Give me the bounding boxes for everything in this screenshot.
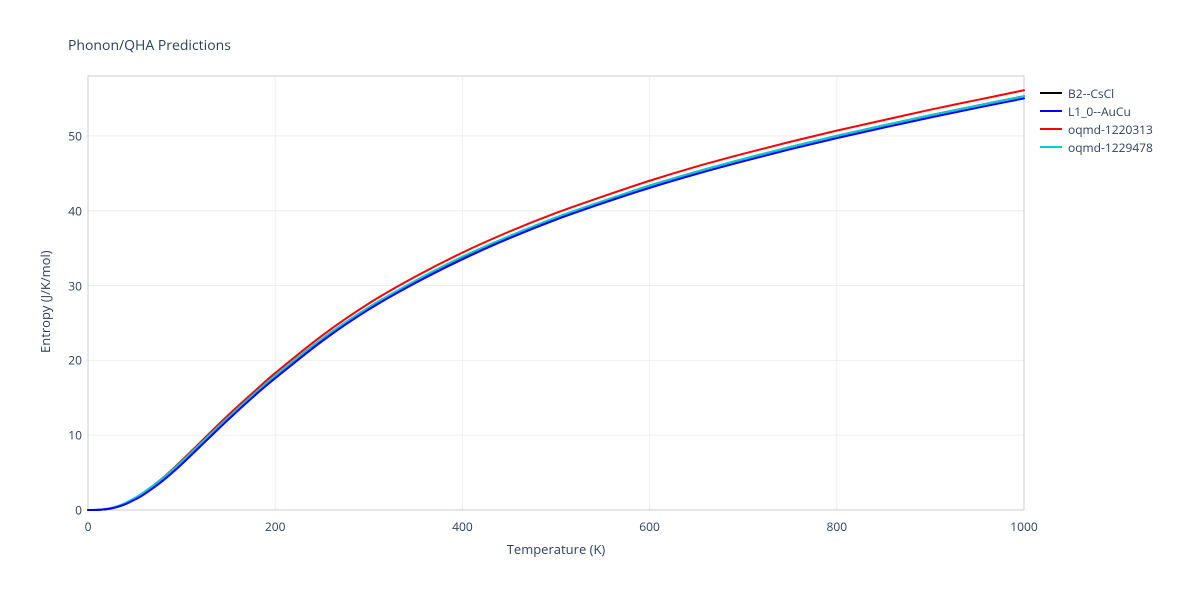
legend-item[interactable]: B2--CsCl: [1040, 84, 1153, 102]
legend-swatch: [1040, 128, 1062, 130]
y-tick-label: 50: [58, 127, 82, 144]
y-tick-label: 20: [58, 352, 82, 369]
legend-label: B2--CsCl: [1068, 85, 1114, 102]
x-tick-label: 400: [452, 518, 473, 535]
y-tick-label: 0: [58, 502, 82, 519]
legend-label: L1_0--AuCu: [1068, 103, 1131, 120]
y-tick-label: 30: [58, 277, 82, 294]
y-tick-label: 40: [58, 202, 82, 219]
legend-swatch: [1040, 92, 1062, 94]
legend-swatch: [1040, 110, 1062, 112]
legend-item[interactable]: oqmd-1220313: [1040, 120, 1153, 138]
entropy-line-chart: [0, 0, 1200, 600]
legend-label: oqmd-1220313: [1068, 121, 1153, 138]
x-axis-label: Temperature (K): [496, 540, 616, 558]
legend-label: oqmd-1229478: [1068, 139, 1153, 156]
legend-item[interactable]: oqmd-1229478: [1040, 138, 1153, 156]
x-tick-label: 600: [639, 518, 660, 535]
legend: B2--CsClL1_0--AuCuoqmd-1220313oqmd-12294…: [1040, 84, 1153, 156]
x-tick-label: 0: [85, 518, 92, 535]
y-tick-label: 10: [58, 427, 82, 444]
x-tick-label: 800: [827, 518, 848, 535]
legend-swatch: [1040, 146, 1062, 148]
y-axis-label: Entropy (J/K/mol): [36, 250, 54, 353]
x-tick-label: 1000: [1010, 518, 1037, 535]
x-tick-label: 200: [265, 518, 286, 535]
legend-item[interactable]: L1_0--AuCu: [1040, 102, 1153, 120]
